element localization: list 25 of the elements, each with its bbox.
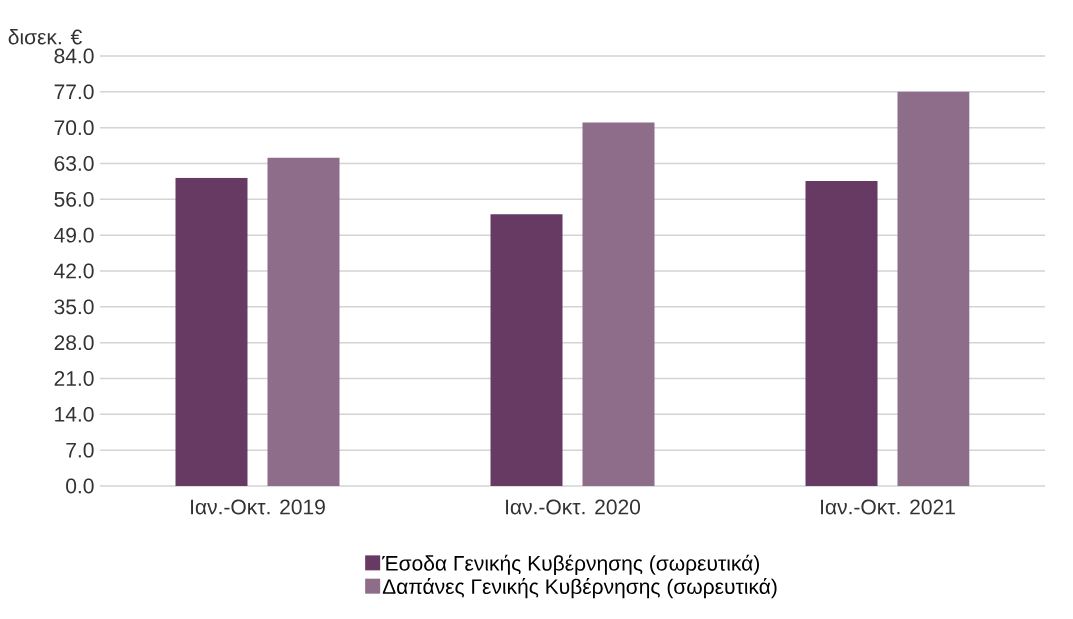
bar [897, 91, 970, 486]
x-tick-label: Ιαν.-Οκτ. 2020 [506, 499, 641, 515]
y-tick-label: 0.0 [66, 478, 94, 494]
y-tick-label: 49.0 [54, 227, 94, 243]
x-tick-label: Ιαν.-Οκτ. 2019 [191, 499, 325, 515]
x-tick-label: Ιαν.-Οκτ. 2021 [821, 499, 955, 515]
bar [490, 214, 563, 486]
legend-label: Δαπάνες Γενικής Κυβέρνησης (σωρευτικά) [382, 578, 777, 599]
legend-label: Έσοδα Γενικής Κυβέρνησης (σωρευτικά) [382, 554, 760, 575]
y-axis-title: δισεκ. € [8, 29, 82, 45]
y-tick-label: 35.0 [54, 299, 94, 315]
bar [582, 122, 655, 486]
y-tick-label: 21.0 [54, 371, 94, 386]
y-tick-label: 28.0 [54, 335, 94, 351]
y-tick-label: 14.0 [55, 406, 94, 422]
bar [805, 180, 878, 486]
y-tick-label: 7.0 [66, 442, 94, 458]
y-tick-label: 77.0 [54, 84, 94, 100]
y-tick-label: 70.0 [54, 120, 94, 136]
bar [175, 177, 248, 486]
y-tick-label: 84.0 [54, 48, 94, 64]
bar [267, 157, 340, 486]
y-tick-label: 56.0 [54, 191, 94, 207]
y-tick-label: 63.0 [54, 156, 94, 171]
y-tick-label: 42.0 [54, 263, 94, 279]
